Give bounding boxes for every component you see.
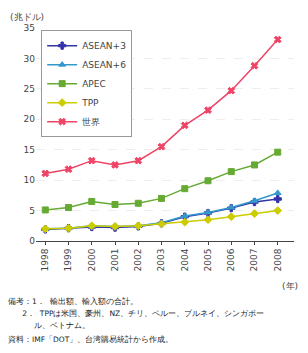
svg-text:2000: 2000 [87,248,97,271]
svg-text:1998: 1998 [40,248,50,271]
svg-text:APEC: APEC [82,79,106,89]
svg-text:1999: 1999 [63,248,73,271]
svg-text:資料：IMF「DOT」、台湾購易統計から作成。: 資料：IMF「DOT」、台湾購易統計から作成。 [8,335,173,344]
svg-text:2． TPPは米国、豪州、NZ、チリ、ペルー、ブルネイ、シ: 2． TPPは米国、豪州、NZ、チリ、ペルー、ブルネイ、シンガポー [8,309,264,318]
svg-text:TPP: TPP [81,98,99,108]
svg-text:2008: 2008 [273,248,283,271]
svg-text:2002: 2002 [133,249,143,272]
svg-text:35: 35 [24,23,35,33]
svg-text:備考：1． 輸出額、輸入額の合計。: 備考：1． 輸出額、輸入額の合計。 [8,297,138,306]
svg-text:30: 30 [24,54,36,64]
svg-text:2005: 2005 [203,249,213,272]
svg-text:2001: 2001 [110,249,120,272]
svg-text:20: 20 [24,114,36,124]
svg-text:0: 0 [29,236,35,246]
svg-text:10: 10 [24,175,36,185]
svg-text:世界: 世界 [82,117,100,127]
svg-text:(年): (年) [282,281,298,291]
svg-text:2006: 2006 [226,248,236,271]
svg-text:ル、ベトナム。: ル、ベトナム。 [8,321,90,330]
svg-text:2003: 2003 [156,249,166,272]
svg-text:2007: 2007 [249,249,259,272]
svg-text:15: 15 [24,145,35,155]
svg-text:ASEAN+3: ASEAN+3 [82,41,126,51]
svg-text:25: 25 [24,84,35,94]
svg-text:(兆ドル): (兆ドル) [10,12,44,22]
svg-text:2004: 2004 [180,248,190,271]
svg-text:ASEAN+6: ASEAN+6 [82,60,126,70]
svg-text:5: 5 [29,206,35,216]
